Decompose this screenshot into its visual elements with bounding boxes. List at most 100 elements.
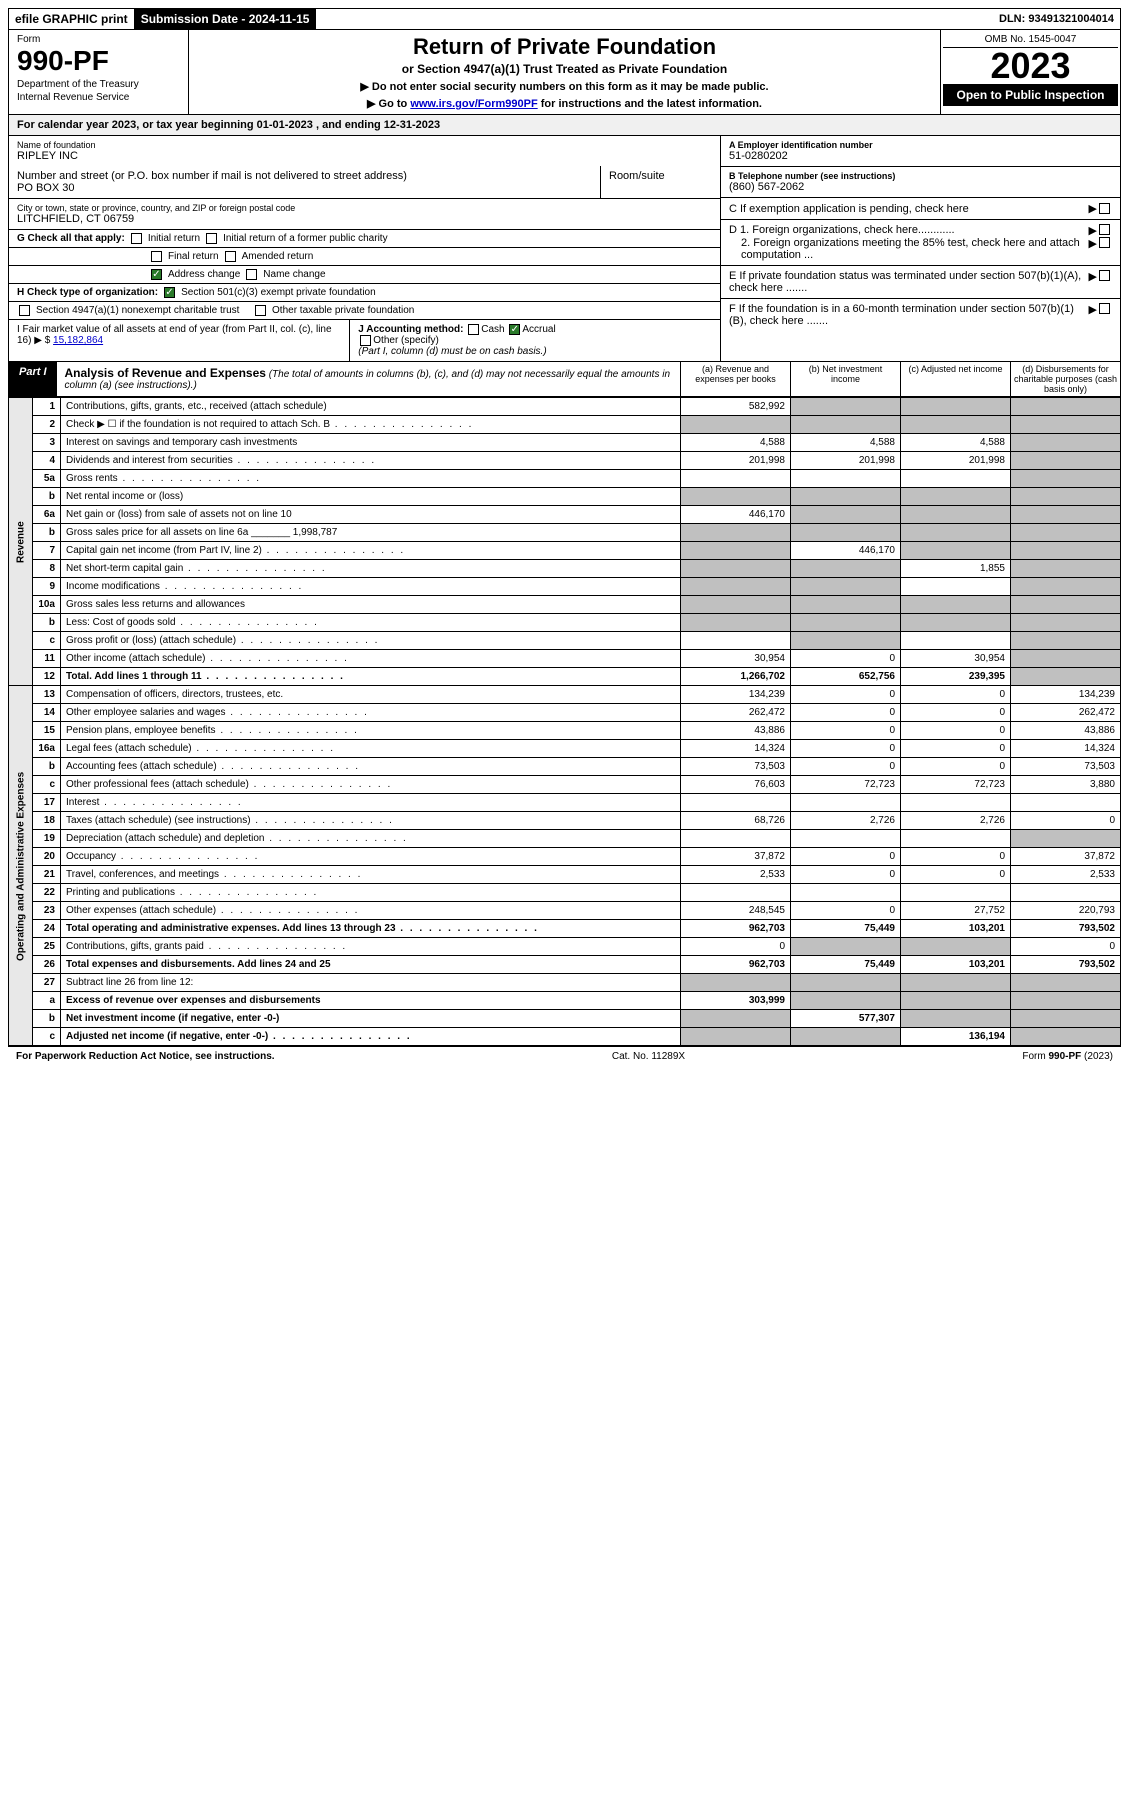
line-desc: Check ▶ ☐ if the foundation is not requi… xyxy=(61,416,681,434)
cell-value: 0 xyxy=(791,758,901,776)
line-number: 5a xyxy=(33,470,61,488)
cb-amended[interactable] xyxy=(225,251,236,262)
d1-text: D 1. Foreign organizations, check here..… xyxy=(729,224,1089,237)
tel: (860) 567-2062 xyxy=(729,181,1112,193)
cb-exemption-pending[interactable] xyxy=(1099,203,1110,214)
cell-value xyxy=(1011,614,1121,632)
cell-value: 2,533 xyxy=(681,866,791,884)
foundation-name: RIPLEY INC xyxy=(17,150,712,162)
table-row: 4Dividends and interest from securities2… xyxy=(9,452,1121,470)
g-label: G Check all that apply: xyxy=(17,233,125,244)
table-row: 19Depreciation (attach schedule) and dep… xyxy=(9,830,1121,848)
line-number: b xyxy=(33,758,61,776)
form-label: Form xyxy=(17,34,180,45)
cell-value xyxy=(901,794,1011,812)
cb-accrual[interactable] xyxy=(509,324,520,335)
cell-value: 0 xyxy=(791,722,901,740)
cell-value: 75,449 xyxy=(791,920,901,938)
cell-value: 30,954 xyxy=(681,650,791,668)
line-number: a xyxy=(33,992,61,1010)
line-number: b xyxy=(33,614,61,632)
cell-value: 4,588 xyxy=(681,434,791,452)
cell-value xyxy=(681,542,791,560)
fmv-link[interactable]: 15,182,864 xyxy=(53,335,103,346)
line-number: b xyxy=(33,1010,61,1028)
line-number: 9 xyxy=(33,578,61,596)
cell-value: 4,588 xyxy=(901,434,1011,452)
cell-value: 220,793 xyxy=(1011,902,1121,920)
cell-value: 136,194 xyxy=(901,1028,1011,1046)
cell-value: 1,266,702 xyxy=(681,668,791,686)
line-desc: Excess of revenue over expenses and disb… xyxy=(61,992,681,1010)
line-number: 7 xyxy=(33,542,61,560)
cb-60-month[interactable] xyxy=(1099,303,1110,314)
cb-85-test[interactable] xyxy=(1099,237,1110,248)
cell-value: 72,723 xyxy=(901,776,1011,794)
table-row: bLess: Cost of goods sold xyxy=(9,614,1121,632)
line-desc: Accounting fees (attach schedule) xyxy=(61,758,681,776)
line-desc: Total. Add lines 1 through 11 xyxy=(61,668,681,686)
cell-value xyxy=(681,596,791,614)
cb-501c3[interactable] xyxy=(164,287,175,298)
form-title: Return of Private Foundation xyxy=(197,34,932,60)
cb-cash[interactable] xyxy=(468,324,479,335)
cb-initial-return[interactable] xyxy=(131,233,142,244)
line-desc: Depreciation (attach schedule) and deple… xyxy=(61,830,681,848)
cb-address-change[interactable] xyxy=(151,269,162,280)
cell-value xyxy=(791,488,901,506)
room-label: Room/suite xyxy=(609,170,712,182)
cb-4947[interactable] xyxy=(19,305,30,316)
cell-value xyxy=(791,560,901,578)
cell-value xyxy=(681,632,791,650)
line-desc: Net gain or (loss) from sale of assets n… xyxy=(61,506,681,524)
line-desc: Contributions, gifts, grants paid xyxy=(61,938,681,956)
cell-value: 577,307 xyxy=(791,1010,901,1028)
cb-name-change[interactable] xyxy=(246,269,257,280)
cell-value: 201,998 xyxy=(901,452,1011,470)
cb-status-terminated[interactable] xyxy=(1099,270,1110,281)
cell-value xyxy=(1011,596,1121,614)
line-number: c xyxy=(33,632,61,650)
cell-value: 4,588 xyxy=(791,434,901,452)
line-number: 14 xyxy=(33,704,61,722)
line-desc: Income modifications xyxy=(61,578,681,596)
table-row: 3Interest on savings and temporary cash … xyxy=(9,434,1121,452)
e-text: E If private foundation status was termi… xyxy=(729,270,1089,294)
irs-link[interactable]: www.irs.gov/Form990PF xyxy=(410,98,537,110)
cell-value xyxy=(681,560,791,578)
cb-other-taxable[interactable] xyxy=(255,305,266,316)
f-text: F If the foundation is in a 60-month ter… xyxy=(729,303,1089,327)
line-number: 17 xyxy=(33,794,61,812)
line-desc: Total expenses and disbursements. Add li… xyxy=(61,956,681,974)
form-number: 990-PF xyxy=(17,45,180,77)
col-b-header: (b) Net investment income xyxy=(790,362,900,396)
cell-value: 0 xyxy=(901,740,1011,758)
dept-treasury: Department of the Treasury xyxy=(17,79,180,90)
cb-final-return[interactable] xyxy=(151,251,162,262)
cb-other-method[interactable] xyxy=(360,335,371,346)
cell-value xyxy=(681,974,791,992)
line-desc: Net investment income (if negative, ente… xyxy=(61,1010,681,1028)
table-row: 27Subtract line 26 from line 12: xyxy=(9,974,1121,992)
line-desc: Legal fees (attach schedule) xyxy=(61,740,681,758)
section-label: Operating and Administrative Expenses xyxy=(9,686,33,1046)
cell-value xyxy=(791,524,901,542)
cell-value: 793,502 xyxy=(1011,920,1121,938)
cell-value xyxy=(901,632,1011,650)
cell-value xyxy=(901,488,1011,506)
cell-value: 37,872 xyxy=(681,848,791,866)
cell-value: 962,703 xyxy=(681,920,791,938)
cell-value xyxy=(791,974,901,992)
cb-initial-former[interactable] xyxy=(206,233,217,244)
col-d-header: (d) Disbursements for charitable purpose… xyxy=(1010,362,1120,396)
cb-foreign-org[interactable] xyxy=(1099,224,1110,235)
cell-value xyxy=(1011,524,1121,542)
cell-value xyxy=(1011,578,1121,596)
efile-label: efile GRAPHIC print xyxy=(9,9,135,29)
cell-value: 0 xyxy=(791,902,901,920)
cell-value: 30,954 xyxy=(901,650,1011,668)
cell-value: 14,324 xyxy=(1011,740,1121,758)
ssn-note: ▶ Do not enter social security numbers o… xyxy=(197,80,932,93)
cell-value: 37,872 xyxy=(1011,848,1121,866)
cell-value: 2,533 xyxy=(1011,866,1121,884)
